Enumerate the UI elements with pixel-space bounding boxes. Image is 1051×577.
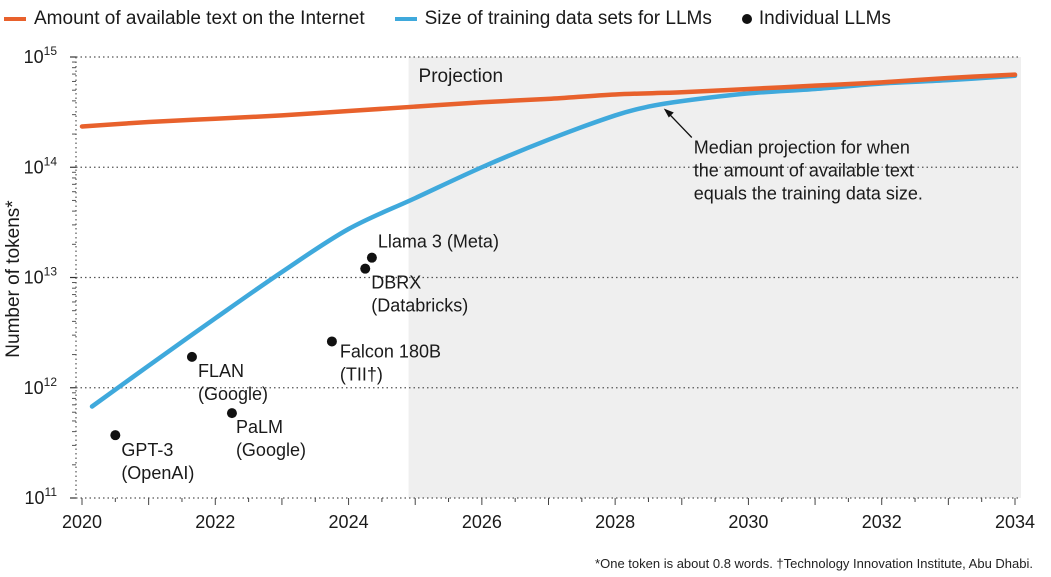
x-tick-label: 2032 — [862, 512, 902, 532]
x-tick-label: 2026 — [462, 512, 502, 532]
llm-org-label: (Google) — [198, 384, 268, 404]
llm-name-label: FLAN — [198, 361, 244, 381]
llm-dot — [366, 252, 377, 263]
legend-item-internet: Amount of available text on the Internet — [4, 8, 365, 30]
y-tick-label: 1012 — [24, 375, 58, 398]
legend-label-internet: Amount of available text on the Internet — [34, 8, 365, 29]
annotation-text-line: equals the training data size. — [694, 184, 923, 204]
x-tick-label: 2020 — [62, 512, 102, 532]
chart-legend: Amount of available text on the Internet… — [4, 8, 921, 30]
llm-org-label: (Databricks) — [371, 296, 468, 316]
llm-dot — [360, 263, 371, 274]
series-line-internet — [79, 72, 1018, 129]
x-tick-label: 2024 — [329, 512, 369, 532]
llm-org-label: (OpenAI) — [121, 463, 194, 483]
legend-swatch-internet — [4, 17, 26, 21]
legend-item-training: Size of training data sets for LLMs — [394, 8, 712, 30]
llm-name-label: DBRX — [371, 273, 421, 293]
legend-label-training: Size of training data sets for LLMs — [424, 8, 712, 29]
llm-dot — [110, 430, 121, 441]
llm-org-label: (TII†) — [340, 364, 383, 384]
legend-label-llms: Individual LLMs — [758, 8, 891, 29]
y-tick-label: 1011 — [25, 485, 58, 508]
llm-name-label: Llama 3 (Meta) — [378, 232, 499, 252]
annotation-arrow-line — [667, 112, 693, 138]
legend-swatch-llms — [741, 14, 752, 24]
llm-dot — [226, 408, 237, 419]
llm-dot — [326, 336, 337, 347]
llm-name-label: GPT-3 — [121, 440, 173, 460]
annotation-text-line: Median projection for when — [694, 138, 910, 158]
x-tick-label: 2030 — [728, 512, 768, 532]
x-tick-label: 2028 — [595, 512, 635, 532]
y-tick-label: 1013 — [24, 265, 58, 288]
llm-org-label: (Google) — [236, 440, 306, 460]
annotation-arrowhead — [663, 108, 674, 118]
annotation-text-line: the amount of available text — [694, 161, 914, 181]
footnote: *One token is about 0.8 words. †Technolo… — [595, 556, 1033, 571]
x-tick-label: 2034 — [995, 512, 1035, 532]
x-tick-label: 2022 — [195, 512, 235, 532]
llm-name-label: PaLM — [236, 417, 283, 437]
legend-swatch-training — [394, 17, 417, 21]
legend-item-llms: Individual LLMs — [741, 8, 891, 30]
llm-dot — [186, 351, 197, 362]
projection-label: Projection — [419, 66, 504, 87]
y-tick-label: 1014 — [24, 154, 58, 177]
llm-name-label: Falcon 180B — [340, 341, 441, 361]
y-tick-label: 1015 — [24, 44, 58, 67]
